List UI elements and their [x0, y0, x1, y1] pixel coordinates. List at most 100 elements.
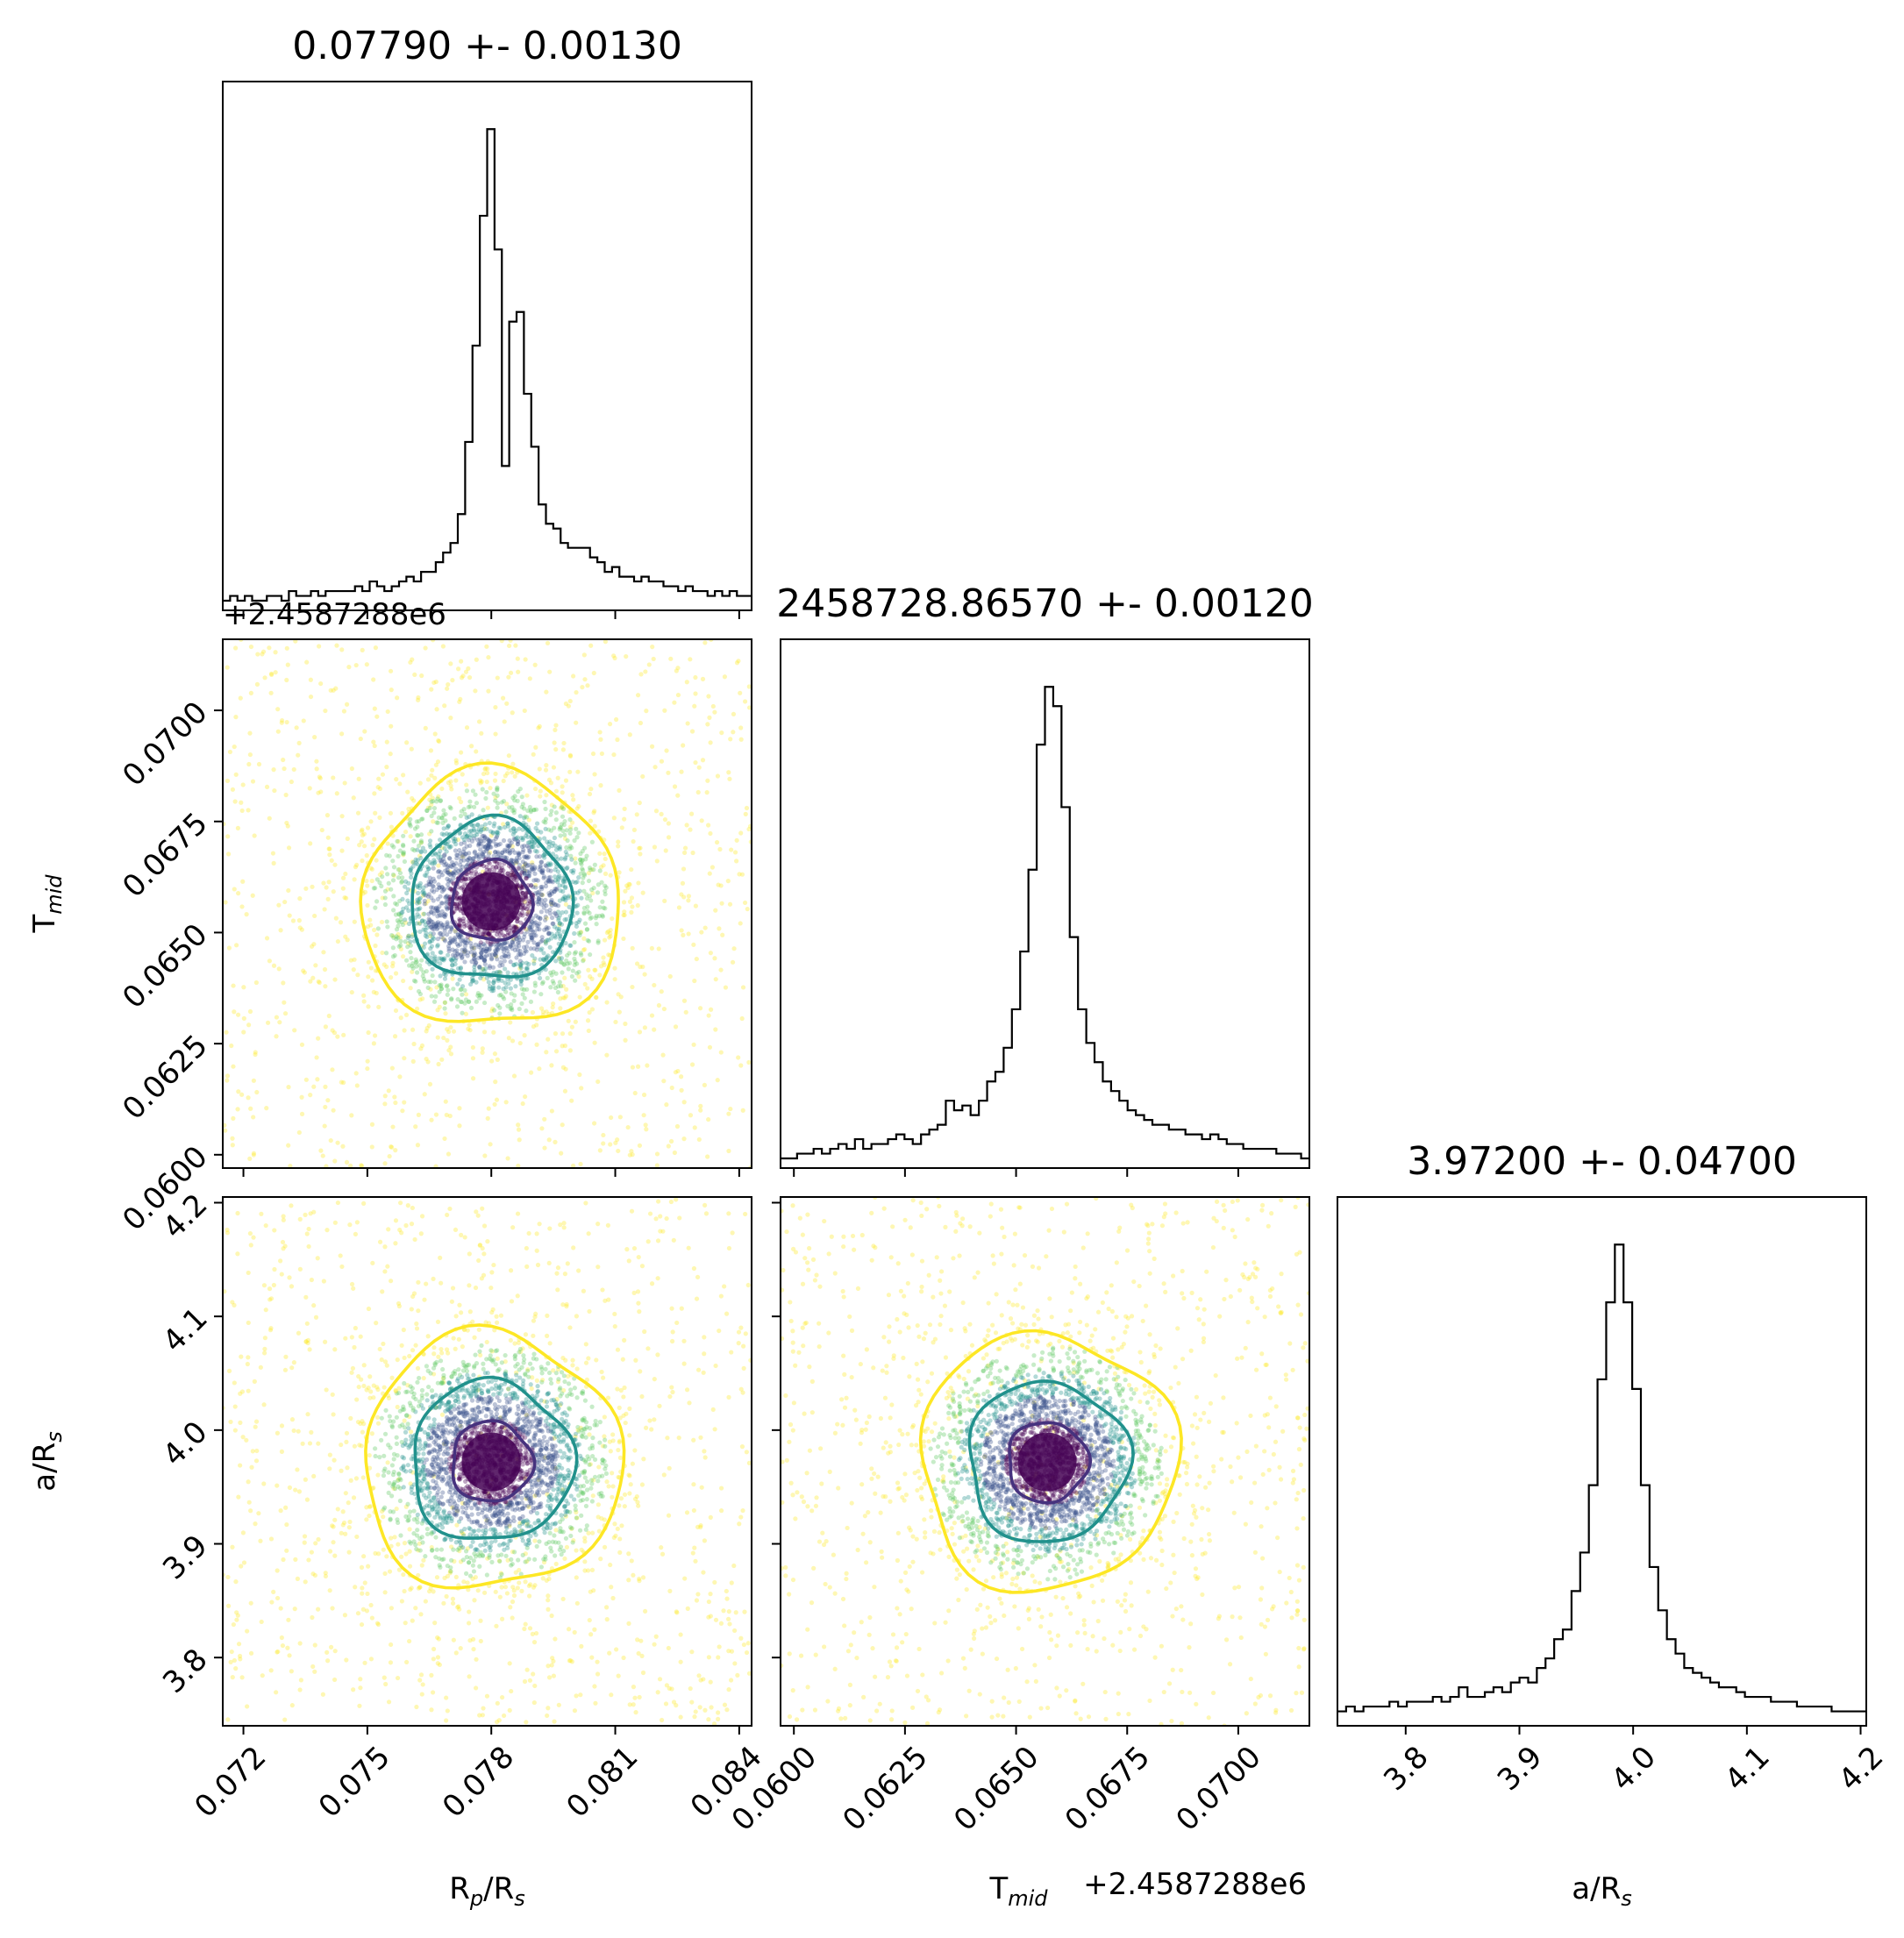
sample-point [431, 923, 437, 930]
sample-point [556, 1702, 561, 1707]
sample-point [686, 894, 692, 899]
sample-point [530, 859, 535, 866]
sample-point [326, 846, 332, 851]
sample-point [473, 1575, 478, 1580]
sample-point [585, 1018, 591, 1023]
sample-point [394, 927, 400, 932]
sample-point [539, 946, 545, 951]
sample-point [458, 813, 464, 819]
sample-point [574, 910, 580, 916]
sample-point [485, 1239, 490, 1244]
sample-point [652, 1027, 657, 1032]
sample-point [509, 1688, 514, 1694]
sample-point [425, 1059, 431, 1065]
sample-point [571, 1245, 576, 1250]
sample-point [413, 1124, 418, 1129]
sample-point [236, 1642, 242, 1647]
sample-point [499, 867, 504, 873]
sample-point [482, 826, 488, 831]
sample-point [232, 1657, 237, 1664]
sample-point [517, 964, 524, 969]
sample-point [293, 1557, 298, 1562]
sample-point [419, 1563, 424, 1568]
sample-point [560, 970, 565, 975]
sample-point [637, 845, 642, 851]
sample-point [520, 850, 525, 855]
sample-point [458, 1423, 463, 1429]
sample-point [232, 744, 237, 750]
sample-point [481, 958, 488, 963]
sample-point [353, 1231, 359, 1236]
sample-point [407, 1353, 412, 1359]
sample-point [418, 1231, 424, 1236]
sample-point [275, 1649, 281, 1655]
sample-point [590, 751, 596, 757]
sample-point [230, 1143, 235, 1148]
sample-point [454, 1004, 460, 1009]
sample-point [275, 1483, 280, 1488]
sample-point [304, 1231, 310, 1236]
sample-point [416, 843, 422, 849]
sample-point [365, 883, 370, 888]
sample-point [583, 1342, 588, 1347]
sample-point [529, 935, 534, 941]
sample-point [531, 878, 537, 883]
sample-point [443, 1011, 448, 1016]
sample-point [741, 1365, 746, 1371]
sample-point [574, 806, 580, 811]
sample-point [530, 844, 535, 850]
sample-point [418, 1612, 424, 1617]
sample-point [396, 875, 402, 880]
sample-point [474, 1657, 479, 1662]
sample-point [611, 653, 617, 659]
sample-point [497, 1005, 503, 1010]
sample-point [508, 1006, 513, 1011]
sample-point [531, 961, 537, 966]
sample-point [403, 1012, 410, 1018]
sample-point [678, 1714, 683, 1720]
sample-point [486, 838, 491, 844]
sample-point [233, 772, 239, 777]
sample-point [525, 1367, 531, 1372]
sample-point [643, 669, 648, 674]
sample-point [695, 1367, 702, 1372]
sample-point [442, 1000, 447, 1005]
sample-point [311, 1209, 317, 1215]
sample-point [519, 804, 524, 809]
sample-point [702, 1082, 707, 1087]
sample-point [708, 951, 713, 956]
sample-point [552, 933, 558, 938]
sample-point [483, 1320, 488, 1325]
sample-point [229, 1043, 234, 1049]
sample-point [452, 816, 457, 821]
sample-point [483, 949, 488, 954]
sample-point [433, 1164, 439, 1168]
sample-point [693, 1709, 698, 1714]
sample-point [567, 1658, 572, 1664]
sample-point [450, 937, 456, 943]
sample-point [505, 1501, 510, 1507]
sample-point [514, 924, 519, 930]
sample-point [447, 856, 453, 861]
sample-point [439, 854, 444, 859]
sample-point [406, 908, 411, 913]
sample-point [563, 1514, 568, 1519]
sample-point [377, 880, 382, 886]
sample-point [374, 1321, 379, 1326]
sample-point [497, 942, 503, 947]
sample-point [501, 837, 507, 844]
sample-point [466, 1026, 471, 1031]
sample-point [358, 1334, 363, 1339]
sample-point [234, 1617, 239, 1622]
sample-point [439, 873, 446, 878]
sample-point [666, 1144, 671, 1149]
sample-point [451, 987, 456, 992]
sample-point [287, 1653, 292, 1658]
sample-point [590, 890, 595, 896]
sample-point [706, 823, 711, 828]
sample-point [360, 647, 365, 652]
sample-point [481, 941, 486, 947]
sample-point [228, 1419, 233, 1425]
sample-point [560, 828, 566, 834]
sample-point [638, 964, 643, 970]
